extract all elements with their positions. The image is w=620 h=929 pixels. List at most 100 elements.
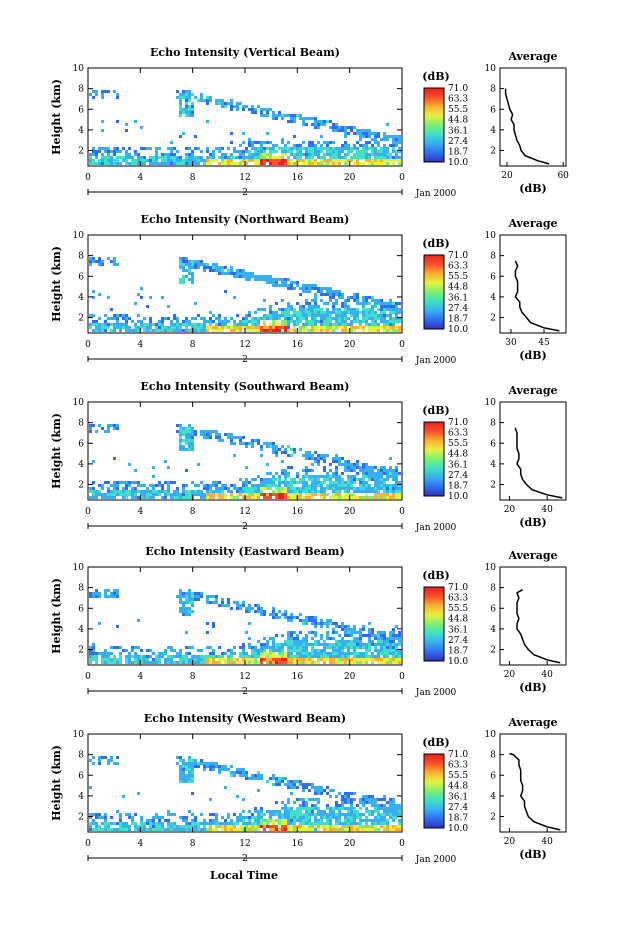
- heatmap-cell: [107, 153, 110, 156]
- heatmap-cell: [215, 828, 218, 831]
- heatmap-cell: [278, 329, 281, 332]
- heatmap-cell: [368, 825, 371, 828]
- heatmap-cell: [227, 655, 230, 658]
- heatmap-cell: [314, 308, 317, 311]
- heatmap-cell: [344, 311, 347, 314]
- heatmap-cell: [266, 141, 269, 144]
- heatmap-cell: [215, 655, 218, 658]
- heatmap-cell: [392, 810, 395, 813]
- heatmap-cell: [368, 484, 371, 487]
- heatmap-cell: [290, 640, 293, 643]
- x-tick-label: 0: [399, 839, 405, 849]
- heatmap-cell: [239, 320, 242, 323]
- heatmap-cell: [233, 320, 236, 323]
- heatmap-cell: [353, 293, 356, 296]
- heatmap-cell: [119, 314, 122, 317]
- heatmap-cell: [245, 771, 248, 774]
- heatmap-cell: [326, 813, 329, 816]
- heatmap-cell: [188, 759, 191, 762]
- heatmap-cell: [89, 828, 92, 831]
- heatmap-cell: [314, 147, 317, 150]
- colorbar-tick-label: 10.0: [448, 325, 468, 335]
- heatmap-cell: [218, 768, 221, 771]
- heatmap-cell: [245, 466, 248, 469]
- heatmap-cell: [305, 616, 308, 619]
- heatmap-cell: [368, 819, 371, 822]
- heatmap-cell: [311, 308, 314, 311]
- heatmap-cell: [359, 132, 362, 135]
- heatmap-cell: [386, 810, 389, 813]
- heatmap-cell: [338, 153, 341, 156]
- heatmap-cell: [281, 299, 284, 302]
- heatmap-cell: [224, 105, 227, 108]
- heatmap-cell: [323, 789, 326, 792]
- heatmap-cell: [374, 323, 377, 326]
- heatmap-cell: [260, 278, 263, 281]
- x-axis-label: Local Time: [210, 869, 278, 882]
- heatmap-cell: [182, 487, 185, 490]
- heatmap-cell: [290, 478, 293, 481]
- heatmap-cell: [353, 813, 356, 816]
- heatmap-cell: [335, 822, 338, 825]
- heatmap-cell: [278, 448, 281, 451]
- heatmap-cell: [338, 804, 341, 807]
- heatmap-cell: [389, 810, 392, 813]
- heatmap-cell: [305, 320, 308, 323]
- heatmap-cell: [389, 643, 392, 646]
- heatmap-cell: [179, 430, 182, 433]
- heatmap-cell: [107, 162, 110, 165]
- heatmap-cell: [296, 798, 299, 801]
- day-marker: 2: [242, 188, 248, 198]
- heatmap-cell: [386, 314, 389, 317]
- heatmap-cell: [350, 478, 353, 481]
- heatmap-cell: [398, 317, 401, 320]
- heatmap-cell: [314, 631, 317, 634]
- heatmap-cell: [104, 314, 107, 317]
- heatmap-cell: [350, 493, 353, 496]
- heatmap-cell: [131, 320, 134, 323]
- heatmap-cell: [326, 317, 329, 320]
- heatmap-cell: [293, 114, 296, 117]
- heatmap-cell: [305, 123, 308, 126]
- heatmap-cell: [338, 496, 341, 499]
- heatmap-cell: [116, 592, 119, 595]
- heatmap-cell: [314, 828, 317, 831]
- heatmap-cell: [320, 326, 323, 329]
- heatmap-cell: [305, 150, 308, 153]
- heatmap-cell: [341, 326, 344, 329]
- heatmap-cell: [179, 828, 182, 831]
- heatmap-cell: [293, 493, 296, 496]
- heatmap-cell: [293, 144, 296, 147]
- heatmap-cell: [221, 655, 224, 658]
- heatmap-cell: [155, 484, 158, 487]
- heatmap-cell: [392, 640, 395, 643]
- heatmap-cell: [131, 490, 134, 493]
- heatmap-cell: [239, 150, 242, 153]
- heatmap-cell: [260, 816, 263, 819]
- y-axis-label: Height (km): [50, 79, 63, 155]
- heatmap-cell: [389, 156, 392, 159]
- heatmap-cell: [290, 613, 293, 616]
- heatmap-cell: [215, 762, 218, 765]
- heatmap-cell: [272, 637, 275, 640]
- heatmap-cell: [296, 493, 299, 496]
- heatmap-cell: [152, 490, 155, 493]
- heatmap-cell: [368, 496, 371, 499]
- heatmap-cell: [302, 637, 305, 640]
- heatmap-cell: [293, 661, 296, 664]
- heatmap-cell: [374, 132, 377, 135]
- heatmap-cell: [239, 816, 242, 819]
- heatmap-cell: [386, 658, 389, 661]
- heatmap-cell: [179, 263, 182, 266]
- heatmap-cell: [380, 631, 383, 634]
- heatmap-cell: [155, 828, 158, 831]
- heatmap-cell: [383, 637, 386, 640]
- heatmap-cell: [233, 774, 236, 777]
- heatmap-cell: [332, 156, 335, 159]
- heatmap-cell: [254, 652, 257, 655]
- heatmap-cell: [206, 484, 209, 487]
- heatmap-cell: [230, 141, 233, 144]
- heatmap-cell: [257, 819, 260, 822]
- heatmap-cell: [287, 493, 290, 496]
- heatmap-cell: [332, 475, 335, 478]
